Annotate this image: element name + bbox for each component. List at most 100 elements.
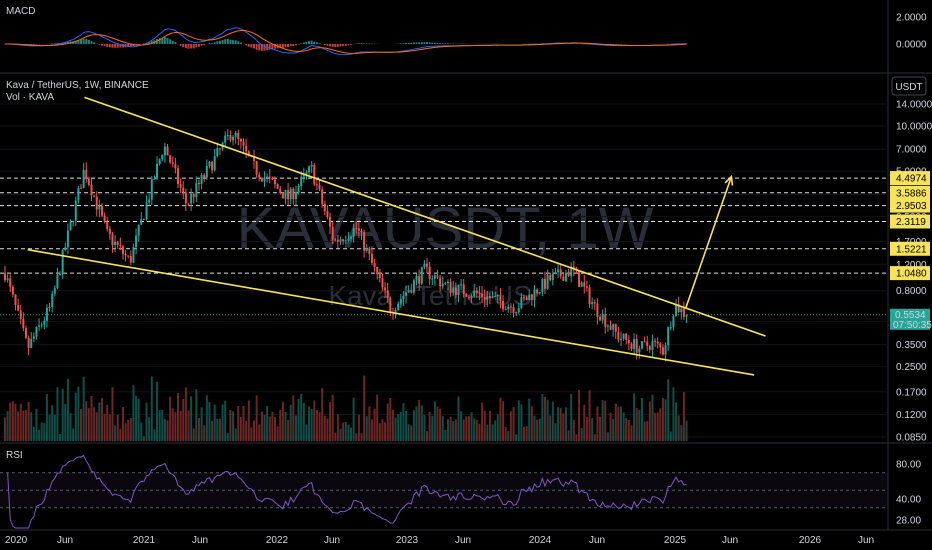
macd-histogram-bar [116,44,119,48]
macd-histogram-bar [250,44,253,48]
candle-body [399,298,402,304]
currency-button-label: USDT [895,82,922,93]
volume-bar [502,401,505,441]
candle-body [643,341,646,343]
rsi-tick-label: 28.00 [896,516,921,527]
macd-histogram-bar [612,44,615,45]
candle-body [677,304,680,313]
candle-body [339,239,342,242]
projection-arrow[interactable] [685,176,733,308]
volume-bar [627,419,630,441]
volume-bar [268,416,271,441]
candle-body [363,232,366,251]
candle-body [253,156,256,162]
candle-body [486,296,489,300]
time-axis[interactable]: 2020 Jun 2021 Jun 2022 Jun 2023 Jun 2024 Jun 2025 J… [5,535,874,546]
candle-body [494,296,497,298]
volume-bar [551,401,554,441]
macd-histogram-bar [82,38,85,44]
volume-bar [575,434,578,441]
macd-histogram-bar [336,44,339,47]
candle-body [533,289,536,301]
volume-bar [640,398,643,441]
volume-bar [61,388,64,441]
lower-trendline[interactable] [27,248,755,376]
macd-histogram-bar [221,40,224,44]
volume-bar [483,410,486,441]
candle-body [171,162,174,165]
currency-button[interactable]: USDT [891,76,927,96]
upper-trendline[interactable] [84,96,766,337]
rsi-line [7,454,687,529]
candle-body [19,310,22,320]
volume-bar [158,410,161,441]
candle-body [496,294,499,297]
volume-bar [208,402,211,441]
candle-body [294,192,297,199]
candle-body [148,199,151,203]
volume-bar [255,395,258,441]
candle-body [525,297,528,301]
volume-bar [250,427,253,441]
volume-bar [38,429,41,441]
volume-bar [129,417,132,441]
candle-body [436,275,439,278]
volume-bar [121,406,124,441]
macd-histogram-bar [315,42,318,44]
candle-body [523,297,526,299]
candle-body [428,266,431,279]
candle-body [281,192,284,199]
volume-bar [211,421,214,441]
volume-bar [525,426,528,441]
price-level-label: 4.4974 [896,174,927,185]
macd-histogram-bar [368,43,371,44]
time-axis-label: 2026 [799,535,822,546]
volume-bar [11,401,14,441]
candle-body [410,290,413,293]
time-axis-label: 2024 [529,535,552,546]
candle-body [300,176,303,187]
volume-bar [389,398,392,441]
volume-bar [59,433,62,441]
candle-body [370,253,373,263]
candle-body [69,221,72,231]
candle-body [187,203,190,205]
macd-histogram-bar [190,44,193,49]
candle-body [95,196,98,210]
macd-histogram-bar [313,41,316,44]
macd-histogram-bar [132,44,135,47]
macd-histogram-bar [85,39,88,44]
candle-body [528,294,531,301]
volume-bar [150,376,153,441]
volume-bar [549,415,552,441]
candle-body [591,302,594,305]
candle-body [127,255,130,257]
main-pane-title: Kava / TetherUS, 1W, BINANCE [6,80,149,91]
volume-bar [619,406,622,441]
macd-histogram-bar [200,44,203,46]
volume-bar [87,408,90,441]
macd-histogram-bar [158,38,161,44]
volume-bar [418,399,421,441]
candle-body [483,297,486,300]
volume-bar [344,422,347,441]
volume-bar [528,398,531,441]
candle-body [24,328,27,338]
candle-body [412,280,415,293]
candle-body [630,343,633,350]
price-tick-label: 1.2000 [896,260,927,271]
candle-body [273,179,276,185]
candle-body [454,287,457,295]
price-axis[interactable]: 14.000010.00007.00005.00003.50002.50001.… [890,13,932,527]
volume-bar [654,413,657,441]
candle-body [481,293,484,298]
price-level-label: 1.0480 [896,269,927,280]
volume-bar [90,395,93,441]
volume-bar [562,413,565,441]
macd-histogram-bar [339,44,342,47]
volume-bar [226,433,229,441]
trend-drawings[interactable] [27,96,766,376]
volume-bar [119,428,122,441]
candle-body [100,206,103,216]
